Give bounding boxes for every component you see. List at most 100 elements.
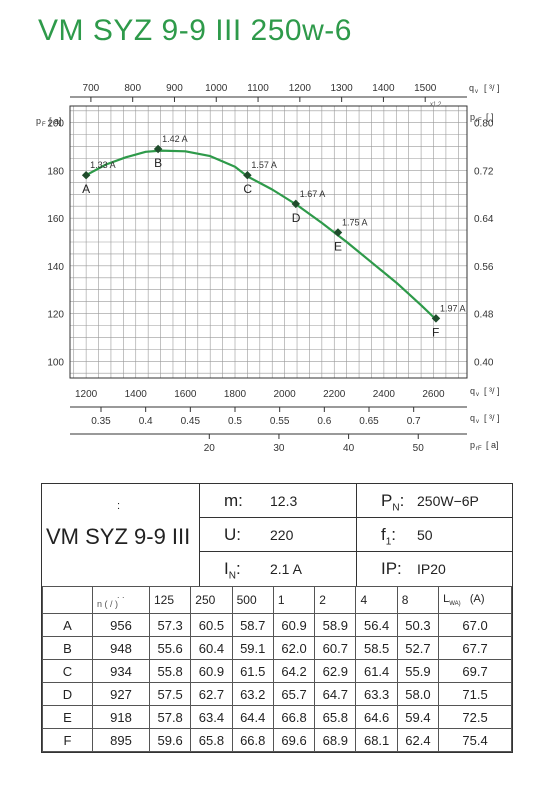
row-band-value: 62.7	[190, 682, 233, 706]
top-axis-tick-label: 700	[83, 83, 100, 94]
model-cell: : VM SYZ 9-9 III	[42, 484, 200, 586]
row-band-value: 63.4	[190, 705, 233, 729]
row-band-value: 64.6	[355, 705, 398, 729]
row-band-value: 57.8	[148, 705, 192, 729]
operating-point-current: 1.42 A	[162, 134, 188, 144]
pn-letter: P	[381, 491, 393, 510]
right-axis-label: p	[470, 112, 475, 122]
row-band-value: 58.9	[314, 613, 357, 637]
operating-point-letter: C	[243, 182, 252, 196]
u-label: U:	[224, 525, 241, 544]
operating-point-letter: A	[82, 182, 90, 196]
row-band-value: 57.5	[148, 682, 192, 706]
table-row: A 956 57.3 60.5 58.7 60.9 58.9 56.4 50.3 67.0	[42, 613, 512, 637]
top-axis-note: x1.2	[430, 102, 442, 108]
f-colon: :	[391, 525, 397, 544]
bottom-axis2-tick-label: 0.45	[181, 416, 201, 427]
operating-point-current: 1.57 A	[251, 160, 277, 170]
top-axis-label: q	[469, 83, 474, 93]
row-speed: 895	[92, 728, 150, 752]
right-axis-tick-label: 0.72	[474, 166, 494, 177]
table-row: E 918 57.8 63.4 64.4 66.8 65.8 64.6 59.4 72.5	[42, 705, 512, 729]
row-band-value: 55.6	[148, 636, 192, 660]
row-band-value: 64.7	[314, 682, 357, 706]
right-axis-tick-label: 0.64	[474, 214, 494, 225]
bottom-axis3-tick-label: 30	[273, 443, 285, 454]
right-axis-tick-label: 0.48	[474, 310, 494, 321]
row-band-value: 56.4	[355, 613, 398, 637]
right-axis-tick-label: 0.40	[474, 357, 494, 368]
row-band-value: 64.2	[272, 659, 316, 683]
row-band-value: 66.8	[272, 705, 316, 729]
operating-point-marker	[431, 314, 441, 323]
row-band-value: 68.9	[314, 728, 357, 752]
row-speed: 948	[92, 636, 150, 660]
top-axis-unit: [ ³/ ]	[484, 83, 500, 93]
bottom-axis-tick-label: 1800	[224, 389, 247, 400]
bottom-axis2-tick-label: 0.6	[317, 416, 331, 427]
in-cell: IN: 2.1 A	[200, 552, 357, 586]
row-band-value: 63.2	[231, 682, 274, 706]
sound-table-body: . . n ( / ) 125 250 500 1 2 4 8 LWA) (A)…	[42, 586, 512, 752]
bottom-axis3-tick-label: 50	[413, 443, 425, 454]
lwa-unit: (A)	[469, 592, 485, 605]
lwa-header: LWA) (A)	[438, 586, 512, 614]
top-axis-tick-label: 800	[124, 83, 141, 94]
table-row: B 948 55.6 60.4 59.1 62.0 60.7 58.5 52.7 67.7	[42, 636, 512, 660]
bottom-axis-unit: [ ³/ ]	[484, 386, 500, 396]
left-axis-tick-label: 200	[47, 119, 64, 130]
top-axis-tick-label: 900	[166, 83, 183, 94]
row-band-value: 63.3	[355, 682, 398, 706]
lwa-letter: L	[443, 592, 450, 605]
performance-curve	[85, 149, 437, 321]
row-band-value: 60.7	[314, 636, 357, 660]
bottom-axis-tick-label: 2600	[422, 389, 445, 400]
operating-point-current: 1.97 A	[440, 303, 466, 313]
left-axis-tick-label: 160	[47, 214, 64, 225]
fan-performance-chart: 700 800 900 1000 1100 1200 1300 1400 1500 q v[ ³/ …	[36, 83, 500, 454]
table-header-row: . . n ( / ) 125 250 500 1 2 4 8 LWA) (A)	[42, 586, 512, 614]
pn-colon: :	[399, 491, 405, 510]
row-band-value: 62.9	[314, 659, 357, 683]
top-axis-tick-label: 1100	[247, 83, 269, 94]
operating-point-marker	[81, 170, 91, 180]
table-row: C 934 55.8 60.9 61.5 64.2 62.9 61.4 55.9 69.7	[42, 659, 512, 683]
pn-label: PN:	[381, 491, 404, 513]
in-sub: N	[228, 570, 236, 582]
row-speed: 956	[92, 613, 150, 637]
bottom-axis3-label: p	[470, 440, 475, 450]
top-axis-tick-label: 1500	[414, 83, 437, 94]
bottom-axis-label: q	[470, 386, 475, 396]
operating-point-letter: B	[154, 156, 162, 170]
in-value: 2.1 A	[270, 561, 302, 577]
right-axis-tick-label: 0.56	[474, 262, 494, 273]
bottom-axis2-tick-label: 0.7	[407, 416, 421, 427]
row-label: E	[42, 705, 93, 729]
operating-point-letter: E	[334, 239, 342, 253]
row-speed: 934	[92, 659, 150, 683]
row-lwa: 71.5	[438, 682, 512, 706]
page-title: VM SYZ 9-9 III 250w-6	[38, 14, 352, 47]
spec-box: : VM SYZ 9-9 III m: 12.3 U: 220 IN: 2.1 …	[41, 483, 513, 753]
n-header-top: . .	[117, 590, 125, 600]
pn-value: 250W−6P	[417, 493, 479, 509]
bottom-axis2-tick-label: 0.4	[139, 416, 153, 427]
lwa-sub: WA)	[449, 601, 461, 608]
row-band-value: 52.7	[396, 636, 440, 660]
bottom-axis2-label-sub: v	[476, 419, 479, 425]
sound-table: . . n ( / ) 125 250 500 1 2 4 8 LWA) (A)…	[42, 586, 512, 752]
f-label: f1:	[381, 525, 396, 547]
bottom-axis2-tick-label: 0.55	[270, 416, 290, 427]
row-band-value: 65.7	[272, 682, 316, 706]
bottom-axis-tick-label: 2400	[373, 389, 396, 400]
bottom-axis-tick-label: 2000	[274, 389, 297, 400]
top-axis-tick-label: 1200	[289, 83, 312, 94]
band-header-6: 8	[396, 586, 440, 614]
plot-frame	[69, 105, 468, 379]
f-sub: 1	[385, 536, 392, 548]
model-colon: :	[117, 500, 121, 512]
operating-point-marker	[291, 199, 301, 209]
row-band-value: 61.5	[231, 659, 274, 683]
row-band-value: 58.5	[355, 636, 398, 660]
operating-point-letter: F	[432, 325, 439, 339]
